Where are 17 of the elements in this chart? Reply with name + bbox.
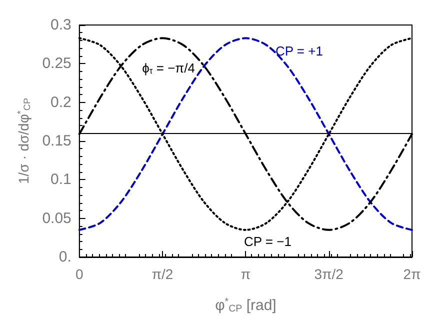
y-tick-label: 0. bbox=[58, 248, 72, 266]
x-tick-label: π bbox=[240, 266, 251, 282]
y-tick-label: 0.3 bbox=[50, 16, 72, 34]
y-tick-label: 0.25 bbox=[42, 55, 72, 72]
y-tick-label: 0.2 bbox=[50, 94, 72, 111]
series-label: CP = +1 bbox=[275, 44, 323, 59]
y-tick-label: 0.05 bbox=[42, 210, 72, 227]
y-tick-label: 0.1 bbox=[50, 171, 72, 188]
series-label: ϕτ = −π/4 bbox=[142, 60, 195, 76]
x-tick-label: 0 bbox=[75, 266, 84, 282]
series-label: CP = −1 bbox=[244, 234, 292, 249]
x-tick-label: 3π/2 bbox=[314, 266, 344, 282]
x-tick-label: π/2 bbox=[152, 266, 174, 282]
x-axis-title: φ*CP [rad] bbox=[215, 296, 276, 314]
x-tick-label: 2π bbox=[403, 266, 422, 282]
y-axis-title: 1/σ · dσ/dφ*CP bbox=[16, 98, 32, 184]
y-tick-label: 0.15 bbox=[42, 132, 72, 150]
